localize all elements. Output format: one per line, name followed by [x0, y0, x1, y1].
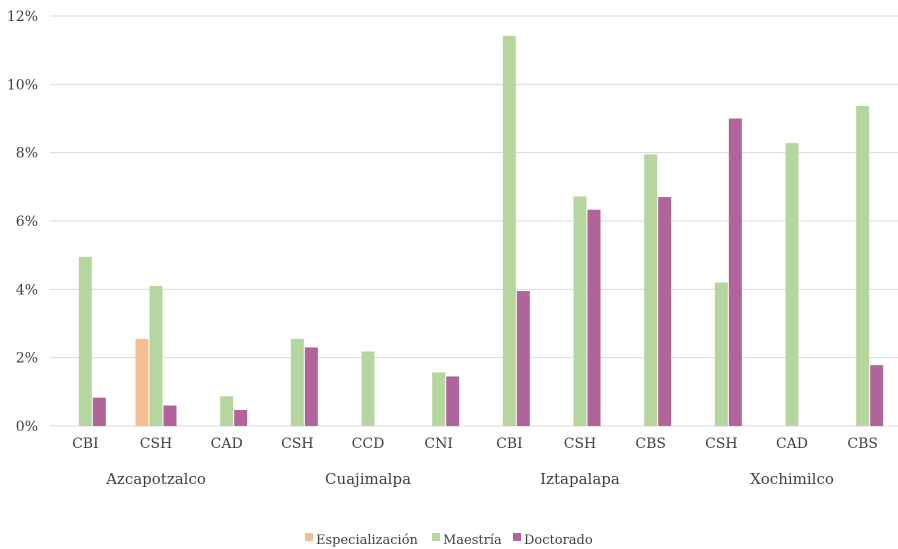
x-category-label: CAD — [776, 436, 808, 452]
bar-maestra — [432, 372, 446, 426]
x-group-label: Iztapalapa — [540, 470, 620, 488]
y-tick-label: 4% — [16, 282, 38, 298]
legend-swatch — [305, 533, 313, 541]
y-axis-ticks: 0% 2% 4% 6% 8% 10% 12% — [7, 9, 38, 435]
y-tick-label: 12% — [7, 9, 38, 25]
bar-doctorado — [234, 409, 248, 426]
bar-maestra — [220, 396, 234, 426]
x-category-label: CAD — [211, 436, 243, 452]
gridlines — [50, 15, 898, 427]
bar-doctorado — [304, 347, 318, 426]
legend-swatch — [432, 533, 440, 541]
bar-maestra — [714, 282, 728, 426]
x-axis-groups: Azcapotzalco Cuajimalpa Iztapalapa Xochimil… — [105, 470, 834, 488]
bar-maestra — [361, 351, 375, 426]
bars — [78, 35, 884, 427]
y-tick-label: 8% — [16, 146, 38, 162]
x-category-label: CCD — [352, 436, 385, 452]
y-tick-label: 0% — [16, 419, 38, 435]
bar-maestra — [573, 196, 587, 426]
x-group-label: Azcapotzalco — [105, 470, 206, 488]
bar-doctorado — [658, 197, 672, 426]
legend-swatch — [513, 533, 521, 541]
bar-especializacin — [135, 338, 149, 426]
x-group-label: Cuajimalpa — [325, 470, 411, 488]
x-category-label: CBS — [847, 436, 878, 452]
bar-doctorado — [728, 118, 742, 426]
bar-doctorado — [587, 209, 601, 426]
bar-maestra — [290, 338, 304, 426]
legend-label: Doctorado — [524, 533, 593, 548]
bar-maestra — [785, 143, 799, 426]
legend-label: Maestría — [443, 533, 502, 548]
y-tick-label: 6% — [16, 214, 38, 230]
bar-maestra — [856, 105, 870, 426]
bar-doctorado — [516, 291, 530, 426]
x-axis-categories: CBI CSH CAD CSH CCD CNI CBI CSH CBS CSH CAD CBS — [72, 436, 878, 452]
x-category-label: CBI — [496, 436, 523, 452]
x-category-label: CSH — [705, 436, 738, 452]
bar-maestra — [78, 256, 92, 426]
x-category-label: CSH — [140, 436, 173, 452]
bar-doctorado — [446, 376, 460, 426]
bar-doctorado — [163, 405, 177, 426]
x-category-label: CSH — [564, 436, 597, 452]
bar-maestra — [502, 35, 516, 427]
x-category-label: CSH — [281, 436, 314, 452]
y-tick-label: 2% — [16, 351, 38, 367]
x-category-label: CNI — [424, 436, 453, 452]
legend: Especialización Maestría Doctorado — [305, 533, 593, 548]
bar-doctorado — [92, 397, 106, 426]
x-category-label: CBS — [635, 436, 666, 452]
bar-maestra — [644, 154, 658, 426]
x-category-label: CBI — [72, 436, 99, 452]
bar-doctorado — [870, 365, 884, 426]
y-tick-label: 10% — [7, 77, 38, 93]
legend-label: Especialización — [316, 533, 419, 548]
bar-maestra — [149, 285, 163, 426]
x-group-label: Xochimilco — [750, 470, 834, 488]
